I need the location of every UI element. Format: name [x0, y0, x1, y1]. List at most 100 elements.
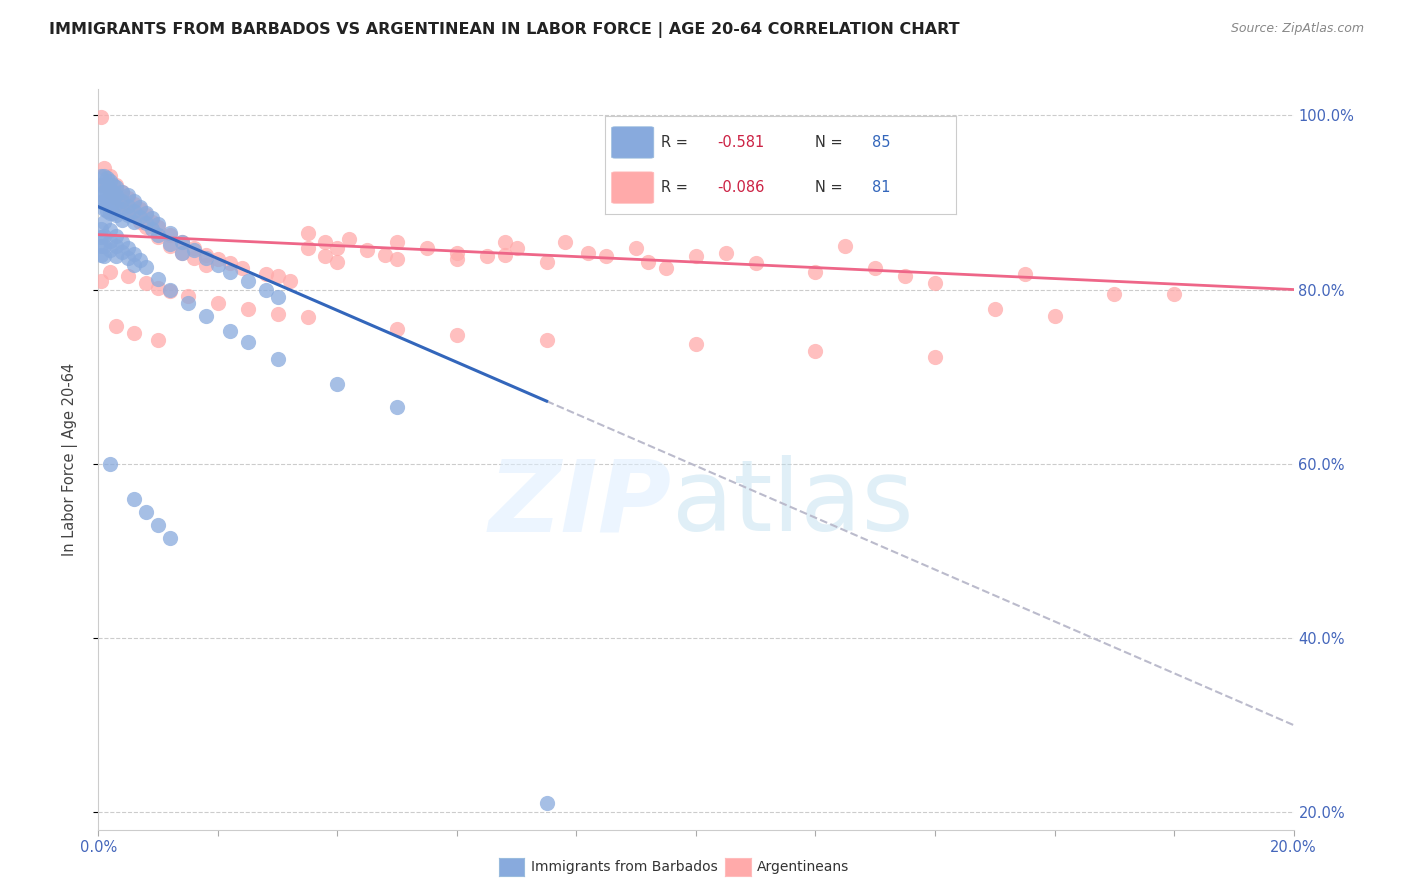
- Point: [98, 197, 122, 211]
- Y-axis label: In Labor Force | Age 20-64: In Labor Force | Age 20-64: [62, 363, 77, 556]
- Point: [93, 239, 115, 253]
- Point: [111, 202, 134, 217]
- Point: [105, 197, 128, 211]
- Point: [148, 219, 170, 234]
- Point: [90, 221, 112, 235]
- Point: [103, 178, 125, 192]
- Text: R =: R =: [661, 180, 692, 195]
- Point: [254, 267, 277, 281]
- Point: [98, 169, 122, 184]
- Point: [98, 265, 122, 279]
- Point: [111, 185, 134, 199]
- Point: [595, 249, 617, 263]
- Point: [93, 202, 115, 217]
- Point: [714, 246, 737, 260]
- Point: [159, 237, 181, 252]
- Point: [135, 276, 157, 290]
- Text: IMMIGRANTS FROM BARBADOS VS ARGENTINEAN IN LABOR FORCE | AGE 20-64 CORRELATION C: IMMIGRANTS FROM BARBADOS VS ARGENTINEAN …: [49, 22, 960, 38]
- Point: [177, 288, 200, 302]
- Point: [129, 202, 152, 217]
- Point: [117, 191, 139, 205]
- Point: [124, 491, 146, 506]
- Point: [117, 202, 139, 217]
- Point: [124, 204, 146, 219]
- Point: [117, 241, 139, 255]
- Point: [326, 376, 349, 391]
- Point: [339, 232, 361, 246]
- Point: [195, 251, 218, 265]
- Point: [90, 230, 112, 244]
- Point: [105, 179, 128, 194]
- Point: [96, 171, 118, 186]
- Point: [141, 214, 163, 228]
- Point: [1104, 286, 1126, 301]
- Point: [494, 248, 516, 262]
- Point: [141, 211, 163, 226]
- Point: [172, 246, 194, 260]
- Point: [506, 241, 529, 255]
- Point: [148, 227, 170, 242]
- Point: [98, 185, 122, 199]
- Point: [219, 265, 242, 279]
- Point: [494, 235, 516, 249]
- Text: atlas: atlas: [672, 455, 914, 552]
- FancyBboxPatch shape: [612, 127, 654, 158]
- Point: [356, 244, 378, 258]
- Point: [98, 188, 122, 202]
- Point: [111, 212, 134, 227]
- Point: [207, 258, 229, 272]
- Point: [105, 178, 128, 192]
- Point: [124, 209, 146, 223]
- Point: [924, 276, 946, 290]
- Point: [96, 179, 118, 194]
- Point: [117, 209, 139, 223]
- Point: [98, 244, 122, 258]
- Point: [195, 309, 218, 323]
- Point: [159, 239, 181, 253]
- Point: [865, 260, 887, 275]
- Point: [804, 265, 827, 279]
- Text: Source: ZipAtlas.com: Source: ZipAtlas.com: [1230, 22, 1364, 36]
- Point: [177, 295, 200, 310]
- Point: [267, 269, 290, 284]
- Point: [148, 333, 170, 347]
- Point: [93, 161, 115, 175]
- Point: [219, 324, 242, 338]
- Point: [98, 182, 122, 196]
- Point: [536, 254, 558, 268]
- Point: [894, 269, 917, 284]
- Point: [93, 178, 115, 192]
- Point: [267, 352, 290, 367]
- Point: [105, 228, 128, 243]
- Point: [93, 195, 115, 210]
- Point: [124, 197, 146, 211]
- Text: Argentineans: Argentineans: [756, 860, 849, 874]
- Point: [135, 216, 157, 230]
- Point: [117, 269, 139, 284]
- Point: [124, 258, 146, 272]
- Point: [96, 204, 118, 219]
- Point: [148, 217, 170, 231]
- Point: [195, 258, 218, 272]
- Point: [254, 283, 277, 297]
- Text: 85: 85: [872, 135, 890, 150]
- Point: [236, 274, 259, 288]
- Text: N =: N =: [815, 180, 848, 195]
- Point: [315, 235, 337, 249]
- Point: [93, 169, 115, 184]
- Point: [159, 285, 181, 299]
- Point: [98, 457, 122, 471]
- Point: [135, 505, 157, 519]
- Text: ZIP: ZIP: [489, 455, 672, 552]
- Point: [536, 797, 558, 811]
- Point: [117, 199, 139, 213]
- Point: [111, 185, 134, 199]
- Point: [834, 239, 856, 253]
- Point: [1014, 267, 1036, 281]
- Point: [90, 274, 112, 288]
- Point: [374, 248, 396, 262]
- Point: [98, 174, 122, 188]
- Point: [117, 188, 139, 202]
- Point: [385, 322, 409, 336]
- Point: [172, 235, 194, 249]
